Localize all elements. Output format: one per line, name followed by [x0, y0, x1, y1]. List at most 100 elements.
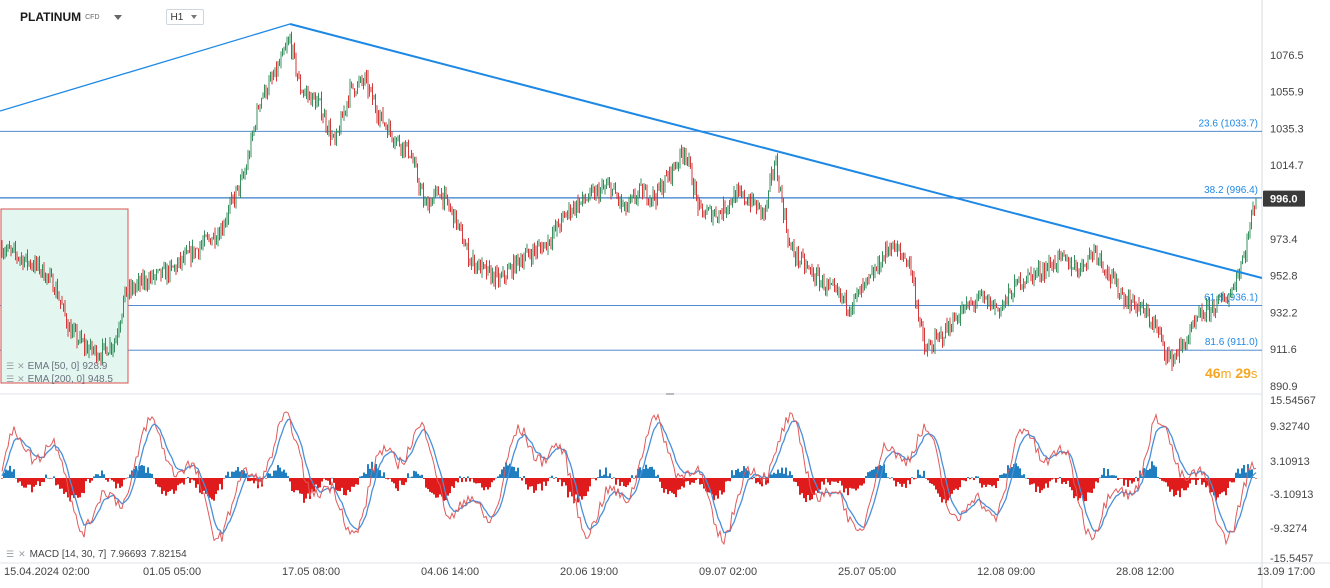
macd-histogram-bar — [75, 478, 77, 496]
ema-200-legend[interactable]: ☰ ✕ EMA [200, 0] 948.5 — [6, 374, 113, 385]
macd-histogram-bar — [1171, 478, 1173, 490]
timeframe-select[interactable]: H1 — [165, 9, 205, 25]
macd-histogram-bar — [349, 478, 351, 492]
macd-histogram-bar — [659, 478, 661, 482]
macd-histogram-bar — [235, 470, 237, 478]
timeframe-value: H1 — [170, 11, 184, 23]
ema-50-legend[interactable]: ☰ ✕ EMA [50, 0] 928.9 — [6, 361, 107, 372]
macd-histogram-bar — [121, 478, 123, 487]
settings-icon[interactable]: ☰ — [6, 374, 15, 384]
macd-histogram-bar — [457, 478, 459, 483]
macd-histogram-bar — [1149, 468, 1151, 478]
macd-histogram-bar — [1111, 475, 1113, 478]
macd-histogram-bar — [251, 478, 253, 481]
macd-histogram-bar — [151, 473, 153, 478]
macd-histogram-bar — [605, 467, 607, 478]
macd-histogram-bar — [455, 478, 457, 482]
macd-histogram-bar — [399, 478, 401, 481]
macd-histogram-bar — [99, 476, 101, 478]
macd-histogram-bar — [919, 474, 921, 478]
macd-legend[interactable]: ☰ ✕ MACD [14, 30, 7] 7.96693 7.82154 — [6, 549, 187, 560]
macd-histogram-bar — [159, 478, 161, 488]
macd-histogram-bar — [897, 478, 899, 482]
macd-histogram-bar — [149, 473, 151, 478]
trendlines[interactable] — [0, 23, 1263, 279]
macd-histogram-bar — [699, 478, 701, 485]
macd-histogram-bar — [1151, 461, 1153, 478]
macd-histogram-bar — [813, 478, 815, 496]
macd-histogram-bar — [797, 478, 799, 487]
macd-histogram-bar — [869, 471, 871, 478]
macd-histogram-bar — [479, 478, 481, 484]
macd-histogram-bar — [665, 478, 667, 490]
macd-histogram-bar — [419, 475, 421, 478]
chevron-down-icon[interactable] — [113, 14, 122, 20]
macd-histogram-bar — [885, 472, 887, 478]
macd-histogram-bar — [143, 465, 145, 478]
time-tick-label: 01.05 05:00 — [143, 566, 201, 578]
macd-histogram-bar — [1023, 474, 1025, 478]
macd-histogram-bar — [189, 478, 191, 483]
time-tick-label: 12.08 09:00 — [977, 566, 1035, 578]
close-icon[interactable]: ✕ — [17, 374, 25, 384]
macd-histogram-bar — [999, 475, 1001, 478]
macd-histogram-bar — [631, 475, 633, 478]
macd-histogram-bar — [1121, 478, 1123, 479]
macd-histogram-bar — [541, 478, 543, 491]
macd-histogram-bar — [903, 478, 905, 484]
current-price-tag — [1263, 190, 1305, 207]
macd-histogram-bar — [481, 478, 483, 488]
macd-histogram-bar — [191, 478, 193, 480]
macd-histogram-bar — [1163, 478, 1165, 482]
macd-histogram-bar — [595, 478, 597, 481]
macd-histogram-bar — [169, 478, 171, 491]
macd-histogram-bar — [1105, 475, 1107, 478]
macd-histogram-bar — [1077, 478, 1079, 501]
macd-histogram-bar — [1133, 478, 1135, 482]
macd-histogram-bar — [507, 465, 509, 478]
macd-value-2: 7.82154 — [150, 549, 187, 560]
macd-histogram-bar — [645, 464, 647, 478]
fib-level-label: 81.6 (911.0) — [1205, 337, 1258, 348]
macd-histogram-bar — [709, 478, 711, 493]
macd-histogram-bar — [603, 474, 605, 478]
macd-histogram-bar — [1035, 478, 1037, 492]
macd-histogram-bar — [483, 478, 485, 491]
close-icon[interactable]: ✕ — [17, 361, 25, 371]
macd-histogram-bar — [791, 475, 793, 478]
macd-histogram-bar — [953, 478, 955, 491]
ema-200-value: 948.5 — [87, 374, 113, 385]
macd-histogram-bar — [95, 474, 97, 478]
macd-histogram-bar — [81, 478, 83, 493]
macd-histogram-bar — [609, 473, 611, 478]
macd-histogram-bar — [239, 471, 241, 478]
price-tick-label: 952.8 — [1270, 271, 1298, 283]
macd-histogram-bar — [1175, 478, 1177, 496]
settings-icon[interactable]: ☰ — [6, 549, 15, 559]
macd-histogram-bar — [157, 478, 159, 487]
macd-histogram-bar — [1167, 478, 1169, 487]
macd-histogram-bar — [823, 478, 825, 485]
macd-histogram-bar — [249, 478, 251, 482]
price-axis: 1076.5 1055.9 1035.3 1014.7 996.0 973.4 952.8 9… — [1263, 50, 1305, 393]
macd-histogram-bar — [637, 468, 639, 478]
macd-histogram-bar — [1141, 476, 1143, 478]
macd-histogram-bar — [547, 478, 549, 482]
symbol-name[interactable]: PLATINUM — [20, 10, 82, 24]
macd-histogram-bar — [31, 478, 33, 493]
macd-histogram-bar — [135, 465, 137, 478]
settings-icon[interactable]: ☰ — [6, 361, 15, 371]
macd-histogram-bar — [459, 476, 461, 478]
macd-histogram-bar — [841, 478, 843, 486]
time-tick-label: 15.04.2024 02:00 — [4, 566, 90, 578]
macd-histogram-bar — [425, 478, 427, 488]
close-icon[interactable]: ✕ — [18, 549, 26, 559]
macd-histogram-bar — [565, 478, 567, 486]
macd-histogram-bar — [201, 478, 203, 495]
macd-histogram-bar — [77, 478, 79, 498]
macd-histogram-bar — [1013, 464, 1015, 478]
macd-histogram-bar — [17, 478, 19, 483]
macd-histogram-bar — [1081, 478, 1083, 496]
macd-histogram-bar — [229, 476, 231, 478]
